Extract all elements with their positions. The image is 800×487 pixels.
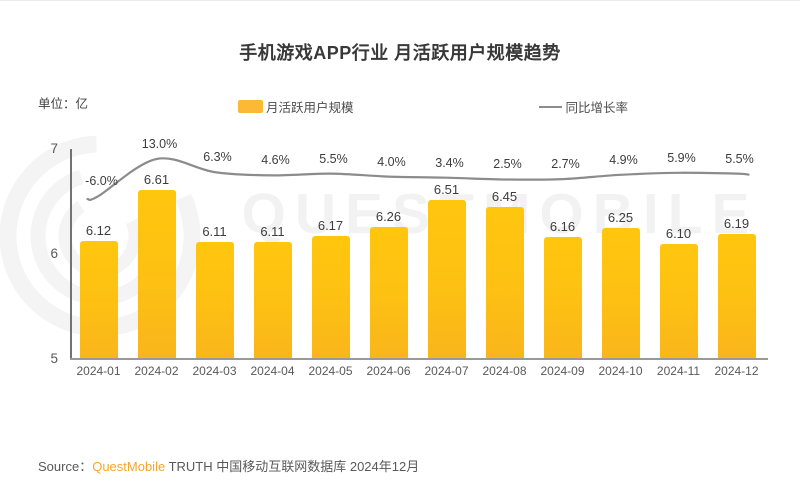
x-axis-label: 2024-06 [366,364,411,378]
bar-value-label: 6.19 [723,216,750,232]
bar-2024-12 [717,234,756,359]
bar-2024-03 [195,242,234,359]
x-axis-label: 2024-07 [424,364,469,378]
growth-rate-label: 5.5% [319,151,348,166]
bar-2024-05 [311,236,350,359]
bar-value-label: 6.16 [549,219,576,235]
bar-value-label: 6.11 [202,224,227,240]
bar-value-label: 6.51 [433,182,460,198]
x-axis-label: 2024-12 [714,364,759,378]
bar-2024-08 [485,206,524,359]
growth-rate-label: 5.5% [725,151,754,166]
growth-rate-label: 4.9% [609,152,638,167]
legend-bar-label: 月活跃用户规模 [266,101,354,115]
source-prefix: Source： [38,459,93,474]
x-axis-label: 2024-01 [76,364,121,378]
bar-2024-01 [79,241,118,359]
growth-rate-label: 5.9% [667,150,696,165]
chart-legend: 月活跃用户规模 同比增长率 [238,97,628,116]
bar-2024-06 [369,226,408,359]
bar-value-label: 6.61 [143,171,170,187]
y-axis-line [70,149,72,359]
bar-2024-07 [427,200,466,359]
x-axis-label: 2024-09 [540,364,585,378]
x-axis-label: 2024-08 [482,364,527,378]
bar-value-label: 6.12 [85,223,112,239]
x-axis-label: 2024-02 [134,364,179,378]
growth-rate-label: 4.6% [261,153,290,168]
growth-rate-label: 2.7% [551,157,580,172]
legend-line-swatch-icon [538,105,562,108]
legend-bar-swatch-icon [238,100,263,113]
growth-rate-label: 6.3% [203,150,232,165]
legend-line-label: 同比增长率 [565,101,629,115]
x-axis-label: 2024-03 [192,364,237,378]
growth-rate-label: 3.4% [435,155,464,170]
growth-rate-label: 13.0% [141,137,178,151]
x-axis-line [70,358,768,360]
bar-value-label: 6.11 [260,224,285,240]
chart-title: 手机游戏APP行业 月活跃用户规模趋势 [239,43,561,63]
y-axis-tick-label: 7 [50,141,58,156]
y-axis-tick-label: 5 [50,351,58,366]
source-brand: QuestMobile [92,459,166,474]
x-axis-label: 2024-10 [598,364,643,378]
bar-2024-10 [601,227,640,359]
bar-value-label: 6.17 [317,218,344,234]
x-axis-label: 2024-05 [308,364,353,378]
unit-label: 单位：亿 [38,97,89,111]
source-note: Source：QuestMobile TRUTH 中国移动互联网数据库 2024… [38,456,419,475]
bar-value-label: 6.10 [665,225,692,241]
x-axis-label: 2024-11 [656,364,701,378]
source-rest: TRUTH 中国移动互联网数据库 2024年12月 [165,459,420,474]
x-axis-label: 2024-04 [250,364,295,378]
bar-2024-11 [659,243,698,359]
bar-value-label: 6.45 [491,188,518,204]
growth-rate-label: 4.0% [377,154,406,169]
bar-value-label: 6.26 [375,208,402,224]
growth-rate-label: 2.5% [493,157,522,172]
y-axis-tick-label: 6 [50,246,58,261]
bar-2024-04 [253,242,292,359]
bar-2024-09 [543,237,582,359]
growth-rate-label: -6.0% [85,174,118,189]
bar-2024-02 [137,189,176,359]
bar-value-label: 6.25 [607,209,634,225]
